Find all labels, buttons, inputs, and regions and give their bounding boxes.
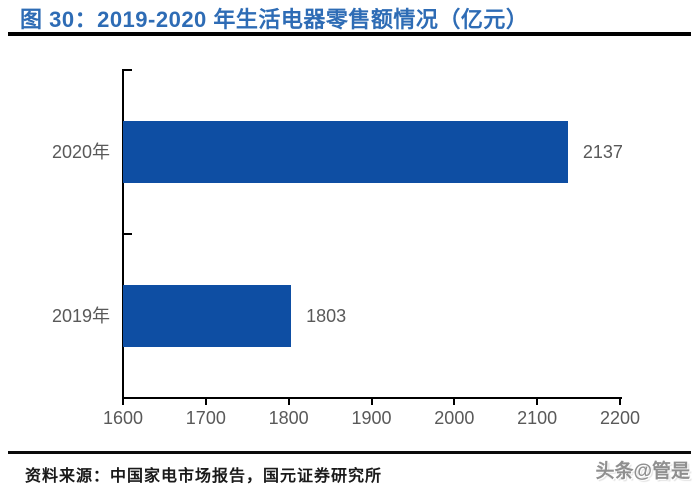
- watermark: 头条@管是: [595, 461, 690, 482]
- x-tick-mark: [453, 399, 456, 405]
- x-tick-mark: [370, 399, 373, 405]
- x-tick-label: 2200: [599, 408, 641, 428]
- x-axis-line: [122, 397, 622, 399]
- bar: [123, 121, 568, 183]
- x-tick-mark: [619, 399, 621, 405]
- value-label: 2137: [582, 142, 623, 162]
- footer-divider-line: [8, 451, 691, 454]
- y-tick-mark: [124, 69, 132, 71]
- x-tick-label: 1700: [185, 408, 226, 428]
- value-label: 1803: [306, 306, 347, 326]
- y-axis-line: [122, 69, 124, 399]
- x-tick-label: 1900: [351, 408, 392, 428]
- bar: [123, 285, 292, 347]
- x-tick-label: 1800: [268, 408, 309, 428]
- x-tick-mark: [536, 399, 539, 405]
- x-tick-mark: [204, 399, 207, 405]
- x-tick-mark: [287, 399, 290, 405]
- x-tick-mark: [122, 399, 124, 405]
- title-divider-line: [8, 32, 691, 36]
- x-tick-label: 1600: [102, 408, 144, 428]
- figure-title: 图 30：2019-2020 年生活电器零售额情况（亿元）: [20, 7, 529, 32]
- y-tick-mark: [124, 233, 132, 235]
- x-tick-label: 2000: [434, 408, 475, 428]
- category-label: 2019年: [51, 306, 110, 326]
- data-source-note: 资料来源：中国家电市场报告，国元证券研究所: [25, 468, 383, 485]
- x-tick-label: 2100: [517, 408, 558, 428]
- category-label: 2020年: [51, 142, 110, 162]
